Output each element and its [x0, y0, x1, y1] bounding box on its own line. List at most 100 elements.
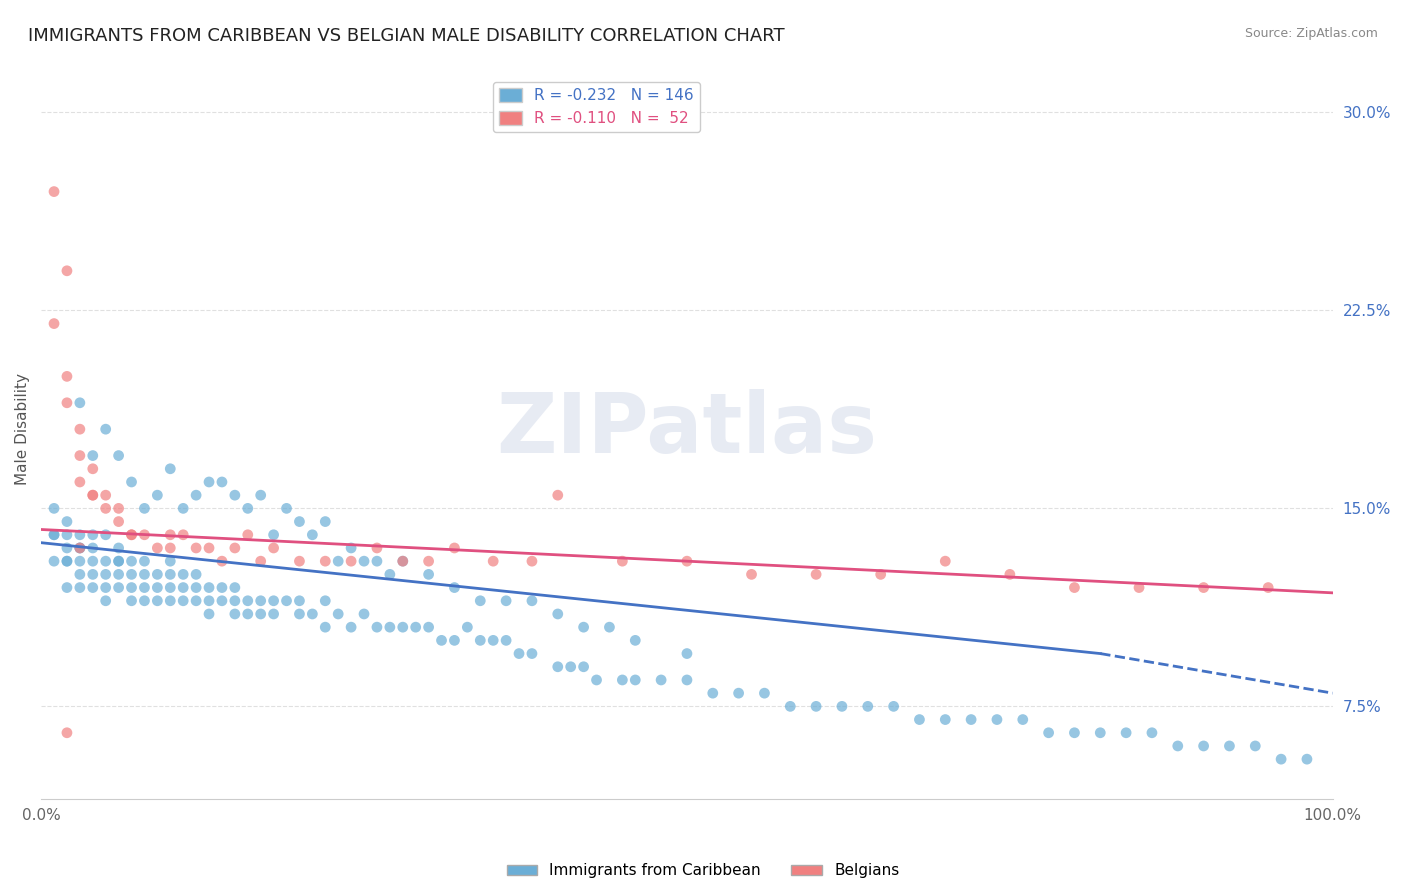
Point — [301, 607, 323, 621]
Point — [1218, 739, 1240, 753]
Point — [134, 581, 156, 595]
Point — [172, 567, 194, 582]
Point — [146, 594, 169, 608]
Point — [107, 449, 129, 463]
Point — [121, 528, 143, 542]
Point — [314, 620, 336, 634]
Point — [482, 554, 505, 568]
Point — [520, 647, 543, 661]
Point — [1128, 581, 1150, 595]
Point — [121, 554, 143, 568]
Point — [56, 528, 79, 542]
Point — [314, 554, 336, 568]
Point — [82, 462, 104, 476]
Point — [340, 541, 363, 555]
Point — [263, 607, 285, 621]
Point — [224, 594, 246, 608]
Point — [560, 659, 582, 673]
Point — [107, 501, 129, 516]
Point — [508, 647, 530, 661]
Point — [69, 396, 91, 410]
Point — [42, 528, 65, 542]
Point — [998, 567, 1021, 582]
Point — [107, 567, 129, 582]
Text: Source: ZipAtlas.com: Source: ZipAtlas.com — [1244, 27, 1378, 40]
Point — [612, 554, 634, 568]
Point — [263, 528, 285, 542]
Point — [159, 462, 181, 476]
Point — [172, 581, 194, 595]
Point — [934, 554, 956, 568]
Point — [224, 541, 246, 555]
Point — [94, 554, 117, 568]
Point — [288, 554, 311, 568]
Point — [198, 581, 221, 595]
Point — [159, 567, 181, 582]
Point — [42, 185, 65, 199]
Point — [470, 633, 492, 648]
Point — [42, 501, 65, 516]
Point — [236, 528, 259, 542]
Point — [547, 607, 569, 621]
Point — [702, 686, 724, 700]
Legend: R = -0.232   N = 146, R = -0.110   N =  52: R = -0.232 N = 146, R = -0.110 N = 52 — [494, 82, 700, 132]
Point — [94, 567, 117, 582]
Point — [1011, 713, 1033, 727]
Point — [82, 554, 104, 568]
Point — [960, 713, 983, 727]
Point — [107, 515, 129, 529]
Point — [69, 581, 91, 595]
Point — [612, 673, 634, 687]
Point — [69, 449, 91, 463]
Point — [224, 488, 246, 502]
Point — [56, 515, 79, 529]
Point — [172, 528, 194, 542]
Point — [172, 501, 194, 516]
Point — [520, 554, 543, 568]
Point — [650, 673, 672, 687]
Point — [69, 541, 91, 555]
Point — [69, 541, 91, 555]
Point — [1244, 739, 1267, 753]
Point — [288, 594, 311, 608]
Point — [1038, 725, 1060, 739]
Point — [134, 554, 156, 568]
Point — [56, 554, 79, 568]
Point — [869, 567, 891, 582]
Legend: Immigrants from Caribbean, Belgians: Immigrants from Caribbean, Belgians — [501, 857, 905, 884]
Point — [1167, 739, 1189, 753]
Point — [353, 607, 375, 621]
Point — [276, 594, 298, 608]
Point — [211, 581, 233, 595]
Point — [249, 554, 271, 568]
Point — [288, 607, 311, 621]
Point — [82, 449, 104, 463]
Point — [676, 647, 699, 661]
Point — [82, 528, 104, 542]
Point — [94, 488, 117, 502]
Point — [288, 515, 311, 529]
Point — [263, 541, 285, 555]
Point — [443, 581, 465, 595]
Point — [121, 594, 143, 608]
Point — [314, 515, 336, 529]
Point — [121, 475, 143, 489]
Point — [69, 528, 91, 542]
Point — [42, 554, 65, 568]
Point — [391, 554, 413, 568]
Point — [82, 541, 104, 555]
Text: IMMIGRANTS FROM CARIBBEAN VS BELGIAN MALE DISABILITY CORRELATION CHART: IMMIGRANTS FROM CARIBBEAN VS BELGIAN MAL… — [28, 27, 785, 45]
Point — [378, 620, 401, 634]
Point — [391, 620, 413, 634]
Point — [456, 620, 478, 634]
Point — [82, 581, 104, 595]
Point — [1192, 581, 1215, 595]
Point — [82, 567, 104, 582]
Point — [1090, 725, 1112, 739]
Point — [56, 264, 79, 278]
Point — [340, 620, 363, 634]
Point — [211, 594, 233, 608]
Point — [69, 422, 91, 436]
Point — [82, 488, 104, 502]
Point — [56, 725, 79, 739]
